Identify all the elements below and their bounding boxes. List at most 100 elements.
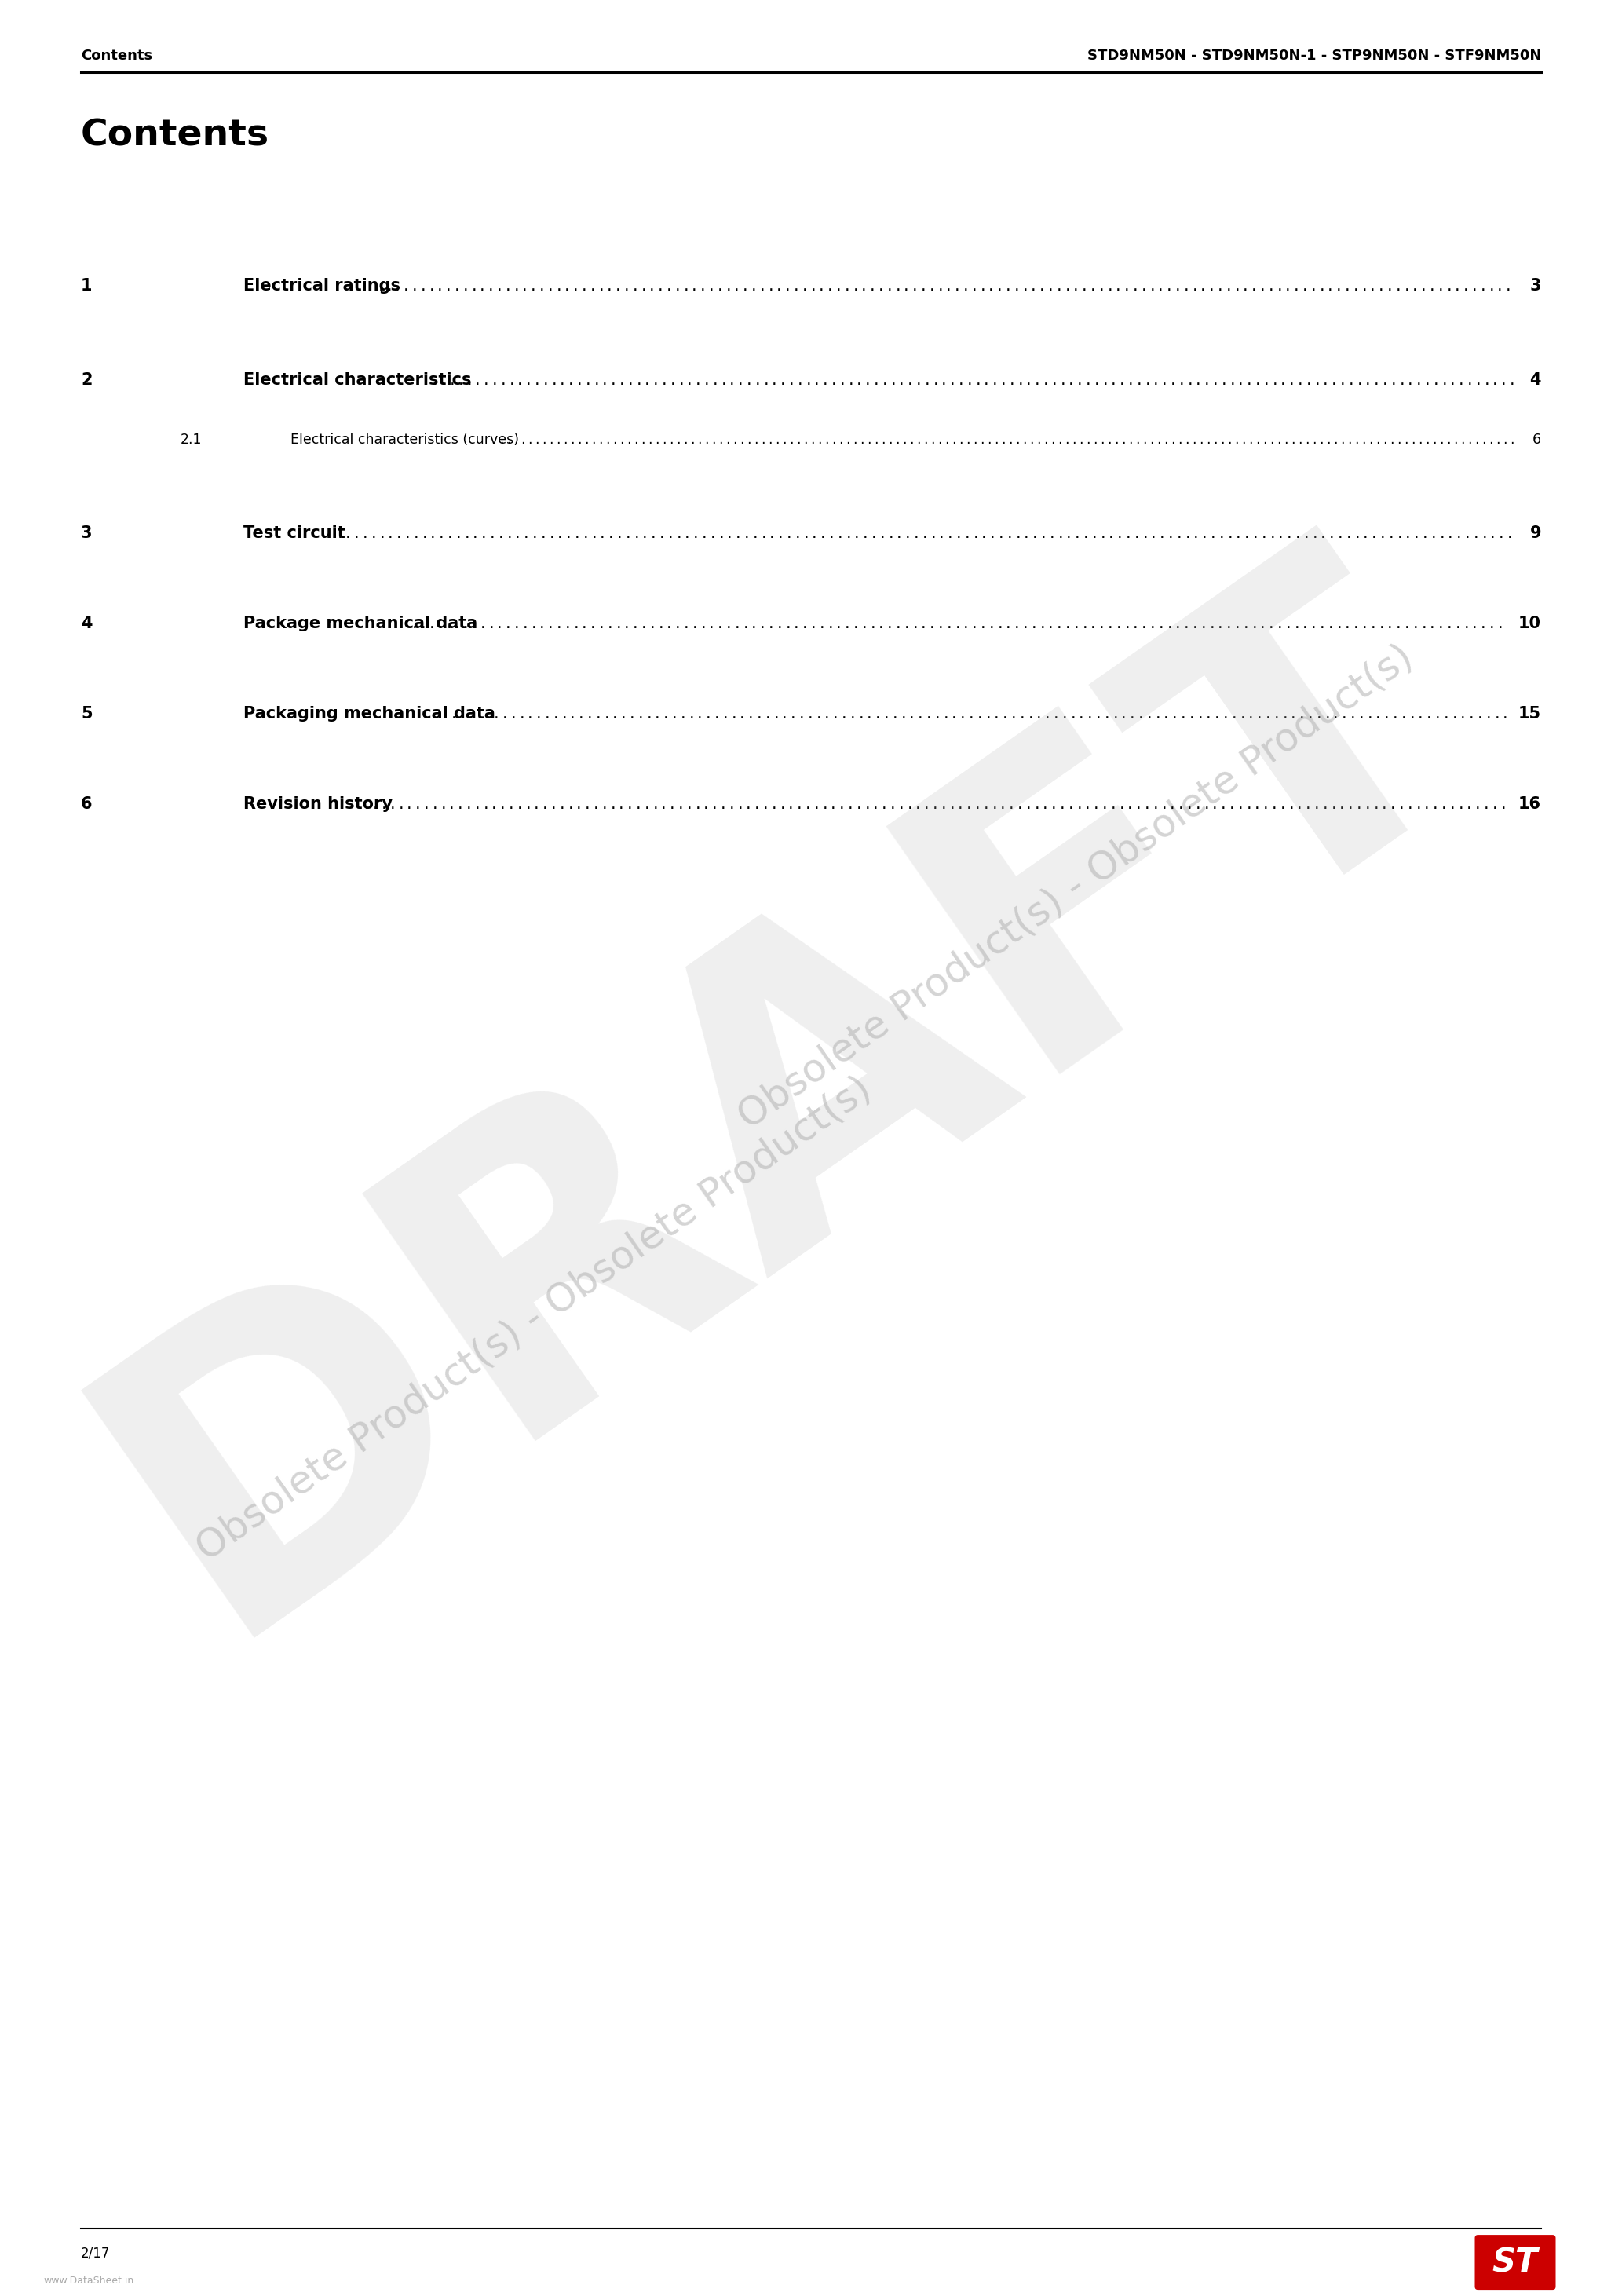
Text: .: . (1009, 432, 1012, 448)
Text: .: . (1298, 797, 1302, 813)
Text: .: . (738, 372, 743, 388)
Text: .: . (1453, 432, 1458, 448)
Text: .: . (965, 526, 970, 542)
Text: .: . (1014, 278, 1019, 294)
Text: .: . (688, 372, 693, 388)
Text: .: . (1006, 615, 1011, 631)
Text: .: . (993, 797, 998, 813)
Text: .: . (675, 615, 680, 631)
Text: .: . (861, 278, 866, 294)
Text: .: . (796, 432, 801, 448)
Text: .: . (683, 278, 689, 294)
Text: .: . (514, 432, 517, 448)
Text: .: . (1244, 526, 1249, 542)
Text: .: . (1337, 278, 1341, 294)
Text: .: . (1158, 615, 1163, 631)
Text: .: . (788, 372, 795, 388)
Text: .: . (751, 615, 756, 631)
Text: Revision history: Revision history (243, 797, 393, 813)
Text: .: . (1260, 615, 1265, 631)
Text: .: . (1171, 372, 1176, 388)
Text: .: . (1442, 797, 1447, 813)
Text: .: . (1306, 432, 1309, 448)
Text: .: . (980, 278, 985, 294)
Text: .: . (998, 615, 1002, 631)
Text: .: . (1289, 372, 1294, 388)
Text: .: . (430, 615, 435, 631)
Text: .: . (967, 797, 972, 813)
Text: .: . (1079, 432, 1083, 448)
Text: .: . (1192, 278, 1197, 294)
Text: .: . (654, 372, 659, 388)
Text: .: . (488, 615, 493, 631)
Text: .: . (1390, 797, 1395, 813)
Text: .: . (1045, 705, 1049, 721)
Text: DRAFT: DRAFT (36, 489, 1534, 1708)
Text: .: . (462, 278, 469, 294)
Text: .: . (754, 432, 757, 448)
Text: .: . (839, 797, 845, 813)
Text: .: . (1152, 526, 1156, 542)
Text: .: . (433, 372, 438, 388)
Text: .: . (746, 372, 751, 388)
Text: .: . (1252, 615, 1257, 631)
Text: .: . (1319, 278, 1325, 294)
Text: .: . (788, 797, 793, 813)
Text: .: . (509, 797, 514, 813)
Text: .: . (1022, 278, 1028, 294)
Text: .: . (725, 278, 732, 294)
Text: .: . (1153, 372, 1158, 388)
Text: .: . (1092, 526, 1096, 542)
Text: .: . (714, 705, 720, 721)
Text: .: . (949, 797, 955, 813)
Text: .: . (988, 278, 994, 294)
Text: .: . (649, 278, 655, 294)
Text: .: . (793, 615, 800, 631)
Text: .: . (1132, 615, 1139, 631)
Text: .: . (960, 705, 965, 721)
Text: .: . (1246, 797, 1252, 813)
Text: .: . (582, 278, 587, 294)
Text: .: . (457, 372, 464, 388)
Text: .: . (1229, 372, 1234, 388)
Text: .: . (560, 372, 564, 388)
Text: .: . (608, 526, 613, 542)
Text: .: . (746, 797, 751, 813)
Text: .: . (423, 797, 428, 813)
Text: Electrical characteristics (curves): Electrical characteristics (curves) (290, 432, 519, 448)
Text: .: . (1398, 797, 1405, 813)
Text: .: . (1397, 526, 1401, 542)
Text: .: . (466, 797, 472, 813)
Text: .: . (1478, 705, 1483, 721)
Text: .: . (501, 372, 506, 388)
Text: .: . (491, 372, 498, 388)
Text: .: . (1286, 526, 1293, 542)
Text: .: . (1268, 615, 1273, 631)
Text: .: . (890, 797, 895, 813)
Text: .: . (908, 372, 913, 388)
Text: .: . (634, 526, 639, 542)
Text: .: . (1354, 526, 1359, 542)
Text: .: . (772, 797, 777, 813)
Text: .: . (811, 615, 816, 631)
Text: .: . (1439, 432, 1444, 448)
Text: .: . (892, 705, 897, 721)
Text: .: . (599, 615, 603, 631)
Text: .: . (1204, 797, 1208, 813)
Text: .: . (620, 797, 624, 813)
Text: .: . (1142, 278, 1147, 294)
Text: .: . (701, 278, 706, 294)
Text: .: . (1354, 432, 1359, 448)
Text: 9: 9 (1530, 526, 1541, 542)
Text: .: . (1426, 432, 1429, 448)
Text: .: . (790, 432, 793, 448)
Text: .: . (895, 432, 900, 448)
Text: .: . (1418, 432, 1422, 448)
Text: .: . (944, 432, 949, 448)
Text: .: . (709, 615, 714, 631)
Text: .: . (1504, 432, 1507, 448)
Text: .: . (1358, 372, 1362, 388)
Text: .: . (1032, 526, 1038, 542)
Text: .: . (899, 797, 903, 813)
Text: .: . (1432, 432, 1437, 448)
